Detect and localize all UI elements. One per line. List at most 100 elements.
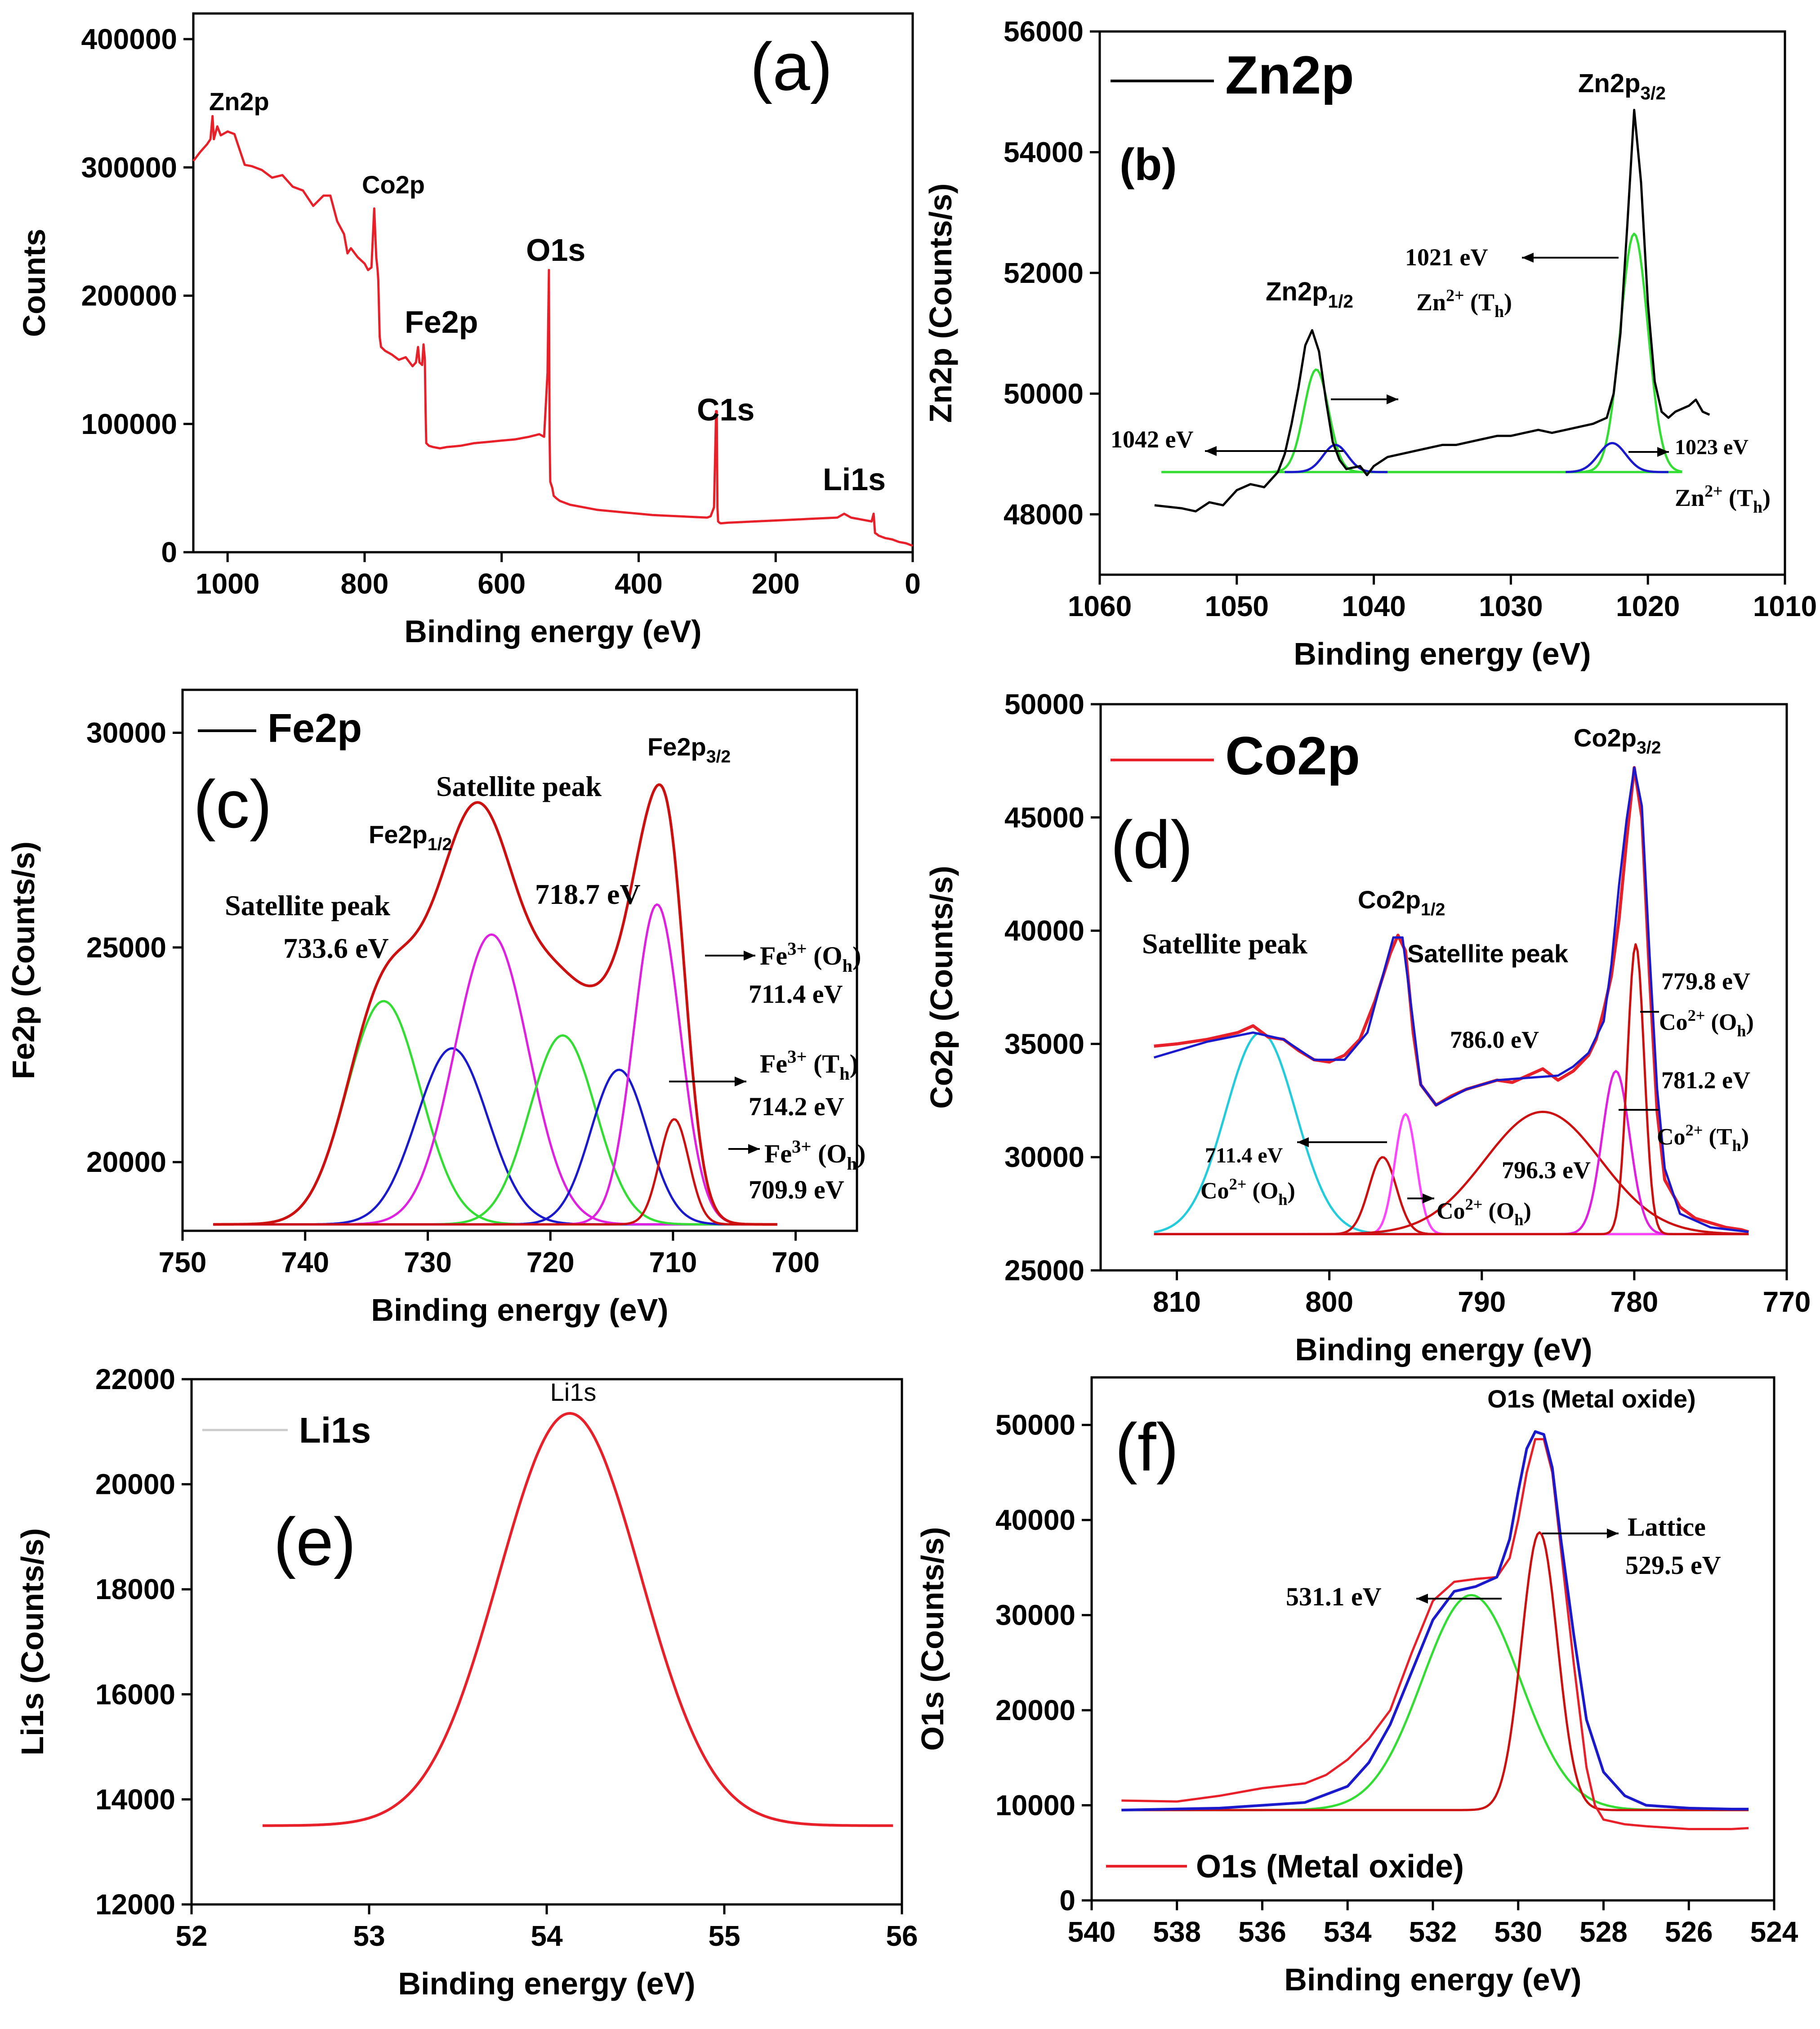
y-tick-label: 12000 xyxy=(95,1888,175,1921)
zn2p32-green-fit xyxy=(1161,232,1682,474)
x-tick-label: 1000 xyxy=(196,568,259,600)
label-7336ev: 733.6 eV xyxy=(283,932,389,964)
panel-c: 750 740 730 720 710 700 20000 25000 30000 Binding… xyxy=(6,688,865,1327)
arrow-531 xyxy=(1416,1594,1502,1604)
panel-e: 52 53 54 55 56 12000 14000 16000 18000 20000 22000… xyxy=(15,1363,918,2001)
plot-frame-b xyxy=(1098,30,1786,576)
x-tick-label: 1030 xyxy=(1479,590,1543,622)
peak-label-top: O1s (Metal oxide) xyxy=(1487,1385,1696,1413)
plot-frame-c xyxy=(181,688,858,1232)
peak-label-zn2p: Zn2p xyxy=(209,87,269,116)
panel-label: (f) xyxy=(1115,1409,1179,1485)
x-tick-label: 524 xyxy=(1750,1916,1798,1948)
y-axis-title: Co2p (Counts/s) xyxy=(924,866,959,1109)
y-axis-title: O1s (Counts/s) xyxy=(915,1527,950,1751)
legend-label: Fe2p xyxy=(268,706,362,751)
blue-1023-component xyxy=(1565,442,1669,474)
satellite-label-2: Satellite peak xyxy=(1407,939,1569,968)
x-tick-label: 700 xyxy=(772,1246,820,1278)
x-tick-label: 56 xyxy=(886,1920,918,1952)
x-tick-label: 750 xyxy=(159,1246,207,1278)
arrow-1021 xyxy=(1522,253,1619,263)
label-1023ev: 1023 eV xyxy=(1675,435,1749,459)
y-tick-label: 35000 xyxy=(1004,1028,1084,1060)
y-tick-label: 20000 xyxy=(95,1468,175,1501)
plot-frame-d xyxy=(1099,703,1788,1272)
peak-label-li1s: Li1s xyxy=(550,1378,597,1406)
x-tick-label: 200 xyxy=(752,568,800,600)
y-axis-title: Fe2p (Counts/s) xyxy=(6,841,41,1079)
y-tick-label: 0 xyxy=(1059,1884,1075,1917)
y-tick-label: 50000 xyxy=(1004,688,1084,720)
label-1021ev: 1021 eV xyxy=(1405,244,1488,271)
x-axis-title: Binding energy (eV) xyxy=(371,1292,668,1327)
x-tick-label: 1060 xyxy=(1068,590,1132,622)
peak-label-fe2p32: Fe2p3/2 xyxy=(647,733,731,767)
y-tick-label: 50000 xyxy=(1004,377,1084,410)
panel-b: 1060 1050 1040 1030 1020 1010 48000 50000 52000 5… xyxy=(923,15,1817,671)
y-tick-label: 25000 xyxy=(1004,1254,1084,1287)
x-tick-label: 52 xyxy=(175,1920,207,1952)
label-co-oh-b: Co2+ (Oh) xyxy=(1200,1175,1295,1208)
label-fe3-th: Fe3+ (Th) xyxy=(760,1046,858,1084)
y-axis-title: Li1s (Counts/s) xyxy=(15,1528,50,1756)
label-7963ev: 796.3 eV xyxy=(1502,1157,1591,1184)
x-tick-label: 730 xyxy=(404,1246,452,1278)
label-zn-th-2: Zn2+ (Th) xyxy=(1675,482,1771,517)
x-tick-label: 54 xyxy=(531,1920,563,1952)
y-tick-label: 30000 xyxy=(86,716,166,749)
arrow-zn2p12 xyxy=(1331,394,1398,404)
peak-label-fe2p12: Fe2p1/2 xyxy=(369,820,452,854)
x-tick-label: 55 xyxy=(708,1920,740,1952)
y-tick-label: 22000 xyxy=(95,1363,175,1395)
x-tick-label: 526 xyxy=(1665,1916,1713,1948)
co2p-component-6 xyxy=(1154,943,1749,1235)
x-axis-title: Binding energy (eV) xyxy=(1294,636,1591,671)
peak-label-c1s: C1s xyxy=(697,392,754,427)
x-tick-label: 1040 xyxy=(1342,590,1405,622)
arrow-lattice xyxy=(1542,1528,1619,1538)
y-tick-label: 54000 xyxy=(1004,136,1084,168)
satellite-label-1: Satellite peak xyxy=(1142,928,1307,960)
y-tick-label: 25000 xyxy=(86,931,166,964)
x-tick-label: 528 xyxy=(1579,1916,1628,1948)
y-tick-label: 56000 xyxy=(1004,15,1084,48)
x-tick-label: 540 xyxy=(1068,1916,1116,1948)
legend-label: Li1s xyxy=(299,1410,371,1450)
y-axis-title: Zn2p (Counts/s) xyxy=(923,183,958,423)
label-7099ev: 709.9 eV xyxy=(749,1175,844,1204)
x-axis-title: Binding energy (eV) xyxy=(398,1966,695,2001)
arrow-fe3-th xyxy=(669,1077,746,1086)
o1s-component-1 xyxy=(1121,1594,1749,1811)
label-co-th: Co2+ (Th) xyxy=(1657,1121,1749,1154)
x-tick-label: 810 xyxy=(1153,1286,1201,1318)
label-7860ev: 786.0 eV xyxy=(1450,1026,1539,1053)
x-tick-label: 720 xyxy=(526,1246,575,1278)
peak-label-zn2p12: Zn2p1/2 xyxy=(1266,277,1353,312)
fe2p-envelope xyxy=(213,783,777,1226)
x-tick-label: 530 xyxy=(1494,1916,1542,1948)
peak-label-co2p12: Co2p1/2 xyxy=(1358,885,1445,920)
label-7114ev: 711.4 eV xyxy=(1205,1144,1283,1167)
x-tick-label: 534 xyxy=(1324,1916,1372,1948)
x-tick-label: 1020 xyxy=(1616,590,1680,622)
label-zn-th-1: Zn2+ (Th) xyxy=(1416,286,1512,321)
satellite-label-2: Satellite peak xyxy=(436,770,602,802)
peak-label-fe2p: Fe2p xyxy=(405,304,478,340)
arrow-796 xyxy=(1407,1193,1434,1203)
panel-label: (a) xyxy=(750,29,832,104)
label-7142ev: 714.2 eV xyxy=(749,1092,844,1121)
y-tick-label: 40000 xyxy=(1004,915,1084,947)
x-tick-label: 1010 xyxy=(1753,590,1817,622)
x-axis-title: Binding energy (eV) xyxy=(1284,1962,1581,1997)
arrow-1042 xyxy=(1205,446,1343,456)
peak-label-co2p32: Co2p3/2 xyxy=(1574,724,1661,758)
panel-f: 540 538 536 534 532 530 528 526 524 0 10000 20000 30… xyxy=(915,1376,1798,1997)
panel-label: (d) xyxy=(1111,807,1193,882)
legend-label: Zn2p xyxy=(1225,45,1354,105)
x-tick-label: 710 xyxy=(649,1246,697,1278)
co2p-fit-envelope xyxy=(1153,766,1749,1233)
o1s-fit-envelope xyxy=(1121,1430,1749,1812)
x-tick-label: 800 xyxy=(1305,1286,1353,1318)
